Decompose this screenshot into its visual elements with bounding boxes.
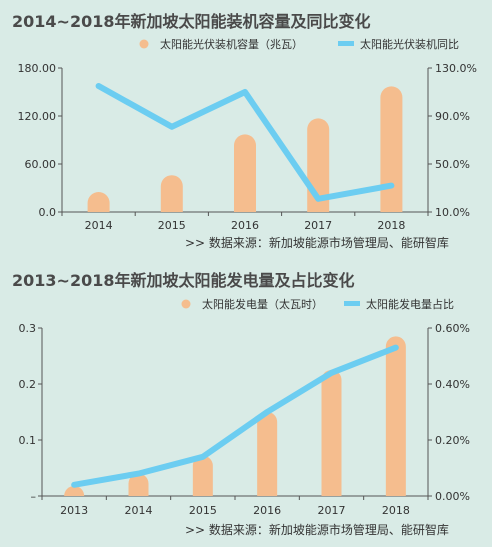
chart1-x-tick-label: 2017 <box>304 219 332 232</box>
chart1-bar <box>160 175 183 212</box>
chart1-line-point <box>96 83 102 89</box>
chart1-x-tick-label: 2018 <box>377 219 405 232</box>
chart2-bar <box>385 336 406 496</box>
chart2-source-note: >> 数据来源：新加坡能源市场管理局、能研智库 <box>185 522 449 537</box>
chart1-y-right-tick-label: 50.0% <box>435 158 470 171</box>
chart2-bar <box>128 473 149 496</box>
chart2-line-point <box>200 454 206 460</box>
chart2-x-tick-label: 2017 <box>318 504 346 517</box>
chart2-y-left-tick-label: 0.3 <box>19 322 37 335</box>
chart1-source-note: >> 数据来源：新加坡能源市场管理局、能研智库 <box>185 235 449 250</box>
chart2-line-series <box>71 344 399 488</box>
chart1-line-point <box>388 183 394 189</box>
chart1-line-point <box>315 196 321 202</box>
chart1-line-point <box>242 89 248 95</box>
chart1-y-left-tick-label: 180.00 <box>18 62 57 75</box>
chart2-legend-bar-label: 太阳能发电量（太瓦时） <box>202 297 323 311</box>
chart1-y-left-tick-label: 120.00 <box>18 110 57 123</box>
chart2-title: 2013~2018年新加坡太阳能发电量及占比变化 <box>12 271 354 290</box>
chart2-legend-bar-swatch <box>181 299 191 309</box>
chart2-y-left-tick-label: 0.1 <box>19 434 37 447</box>
chart2-bar <box>64 486 85 496</box>
chart1-y-left-tick-label: 60.00 <box>25 158 57 171</box>
chart2-legend-line-swatch <box>344 301 360 306</box>
chart1-bar <box>87 192 110 212</box>
chart1-legend-line-label: 太阳能光伏装机同比 <box>360 37 459 51</box>
chart2-bar <box>321 370 342 496</box>
chart2-x-tick-label: 2013 <box>60 504 88 517</box>
chart2-line-point <box>71 482 77 488</box>
chart2-bar <box>192 455 213 496</box>
chart1-y-right-tick-label: 130.0% <box>435 62 477 75</box>
chart1-y-right-tick-label: 10.0% <box>435 206 470 219</box>
chart1-legend-bar-label: 太阳能光伏装机容量（兆瓦） <box>160 37 303 51</box>
chart1-y-left-tick-label: 0.0 <box>39 206 57 219</box>
chart2-y-left-tick-label: – <box>31 490 37 503</box>
chart2-y-right-tick-label: 0.40% <box>435 378 470 391</box>
chart2-line-point <box>329 370 334 376</box>
chart2-line-point <box>136 471 141 477</box>
chart1-bar <box>234 134 256 212</box>
chart1-x-tick-label: 2014 <box>85 219 113 232</box>
chart1-title: 2014~2018年新加坡太阳能装机容量及同比变化 <box>12 12 370 31</box>
chart2-legend-line-label: 太阳能发电量占比 <box>366 297 454 311</box>
chart2-y-right-tick-label: 0.60% <box>435 322 470 335</box>
chart1-line-point <box>169 124 175 130</box>
chart1-y-right-tick-label: 90.0% <box>435 110 470 123</box>
chart2-line-point <box>393 345 399 351</box>
chart1-legend-line-swatch <box>338 41 354 46</box>
chart2-line-point <box>264 409 270 415</box>
chart2-x-tick-label: 2015 <box>189 504 217 517</box>
chart2-y-right-tick-label: 0.20% <box>435 434 470 447</box>
chart2-x-tick-label: 2018 <box>382 504 410 517</box>
chart1-legend-bar-swatch <box>139 39 149 49</box>
chart1-x-tick-label: 2016 <box>231 219 259 232</box>
chart2-y-right-tick-label: 0.00% <box>435 490 470 503</box>
chart2-bar <box>257 412 278 496</box>
chart1-x-tick-label: 2015 <box>158 219 186 232</box>
chart2-y-left-tick-label: 0.2 <box>19 378 37 391</box>
chart2-x-tick-label: 2014 <box>125 504 153 517</box>
chart1-bar <box>380 86 403 212</box>
chart2-x-tick-label: 2016 <box>253 504 281 517</box>
